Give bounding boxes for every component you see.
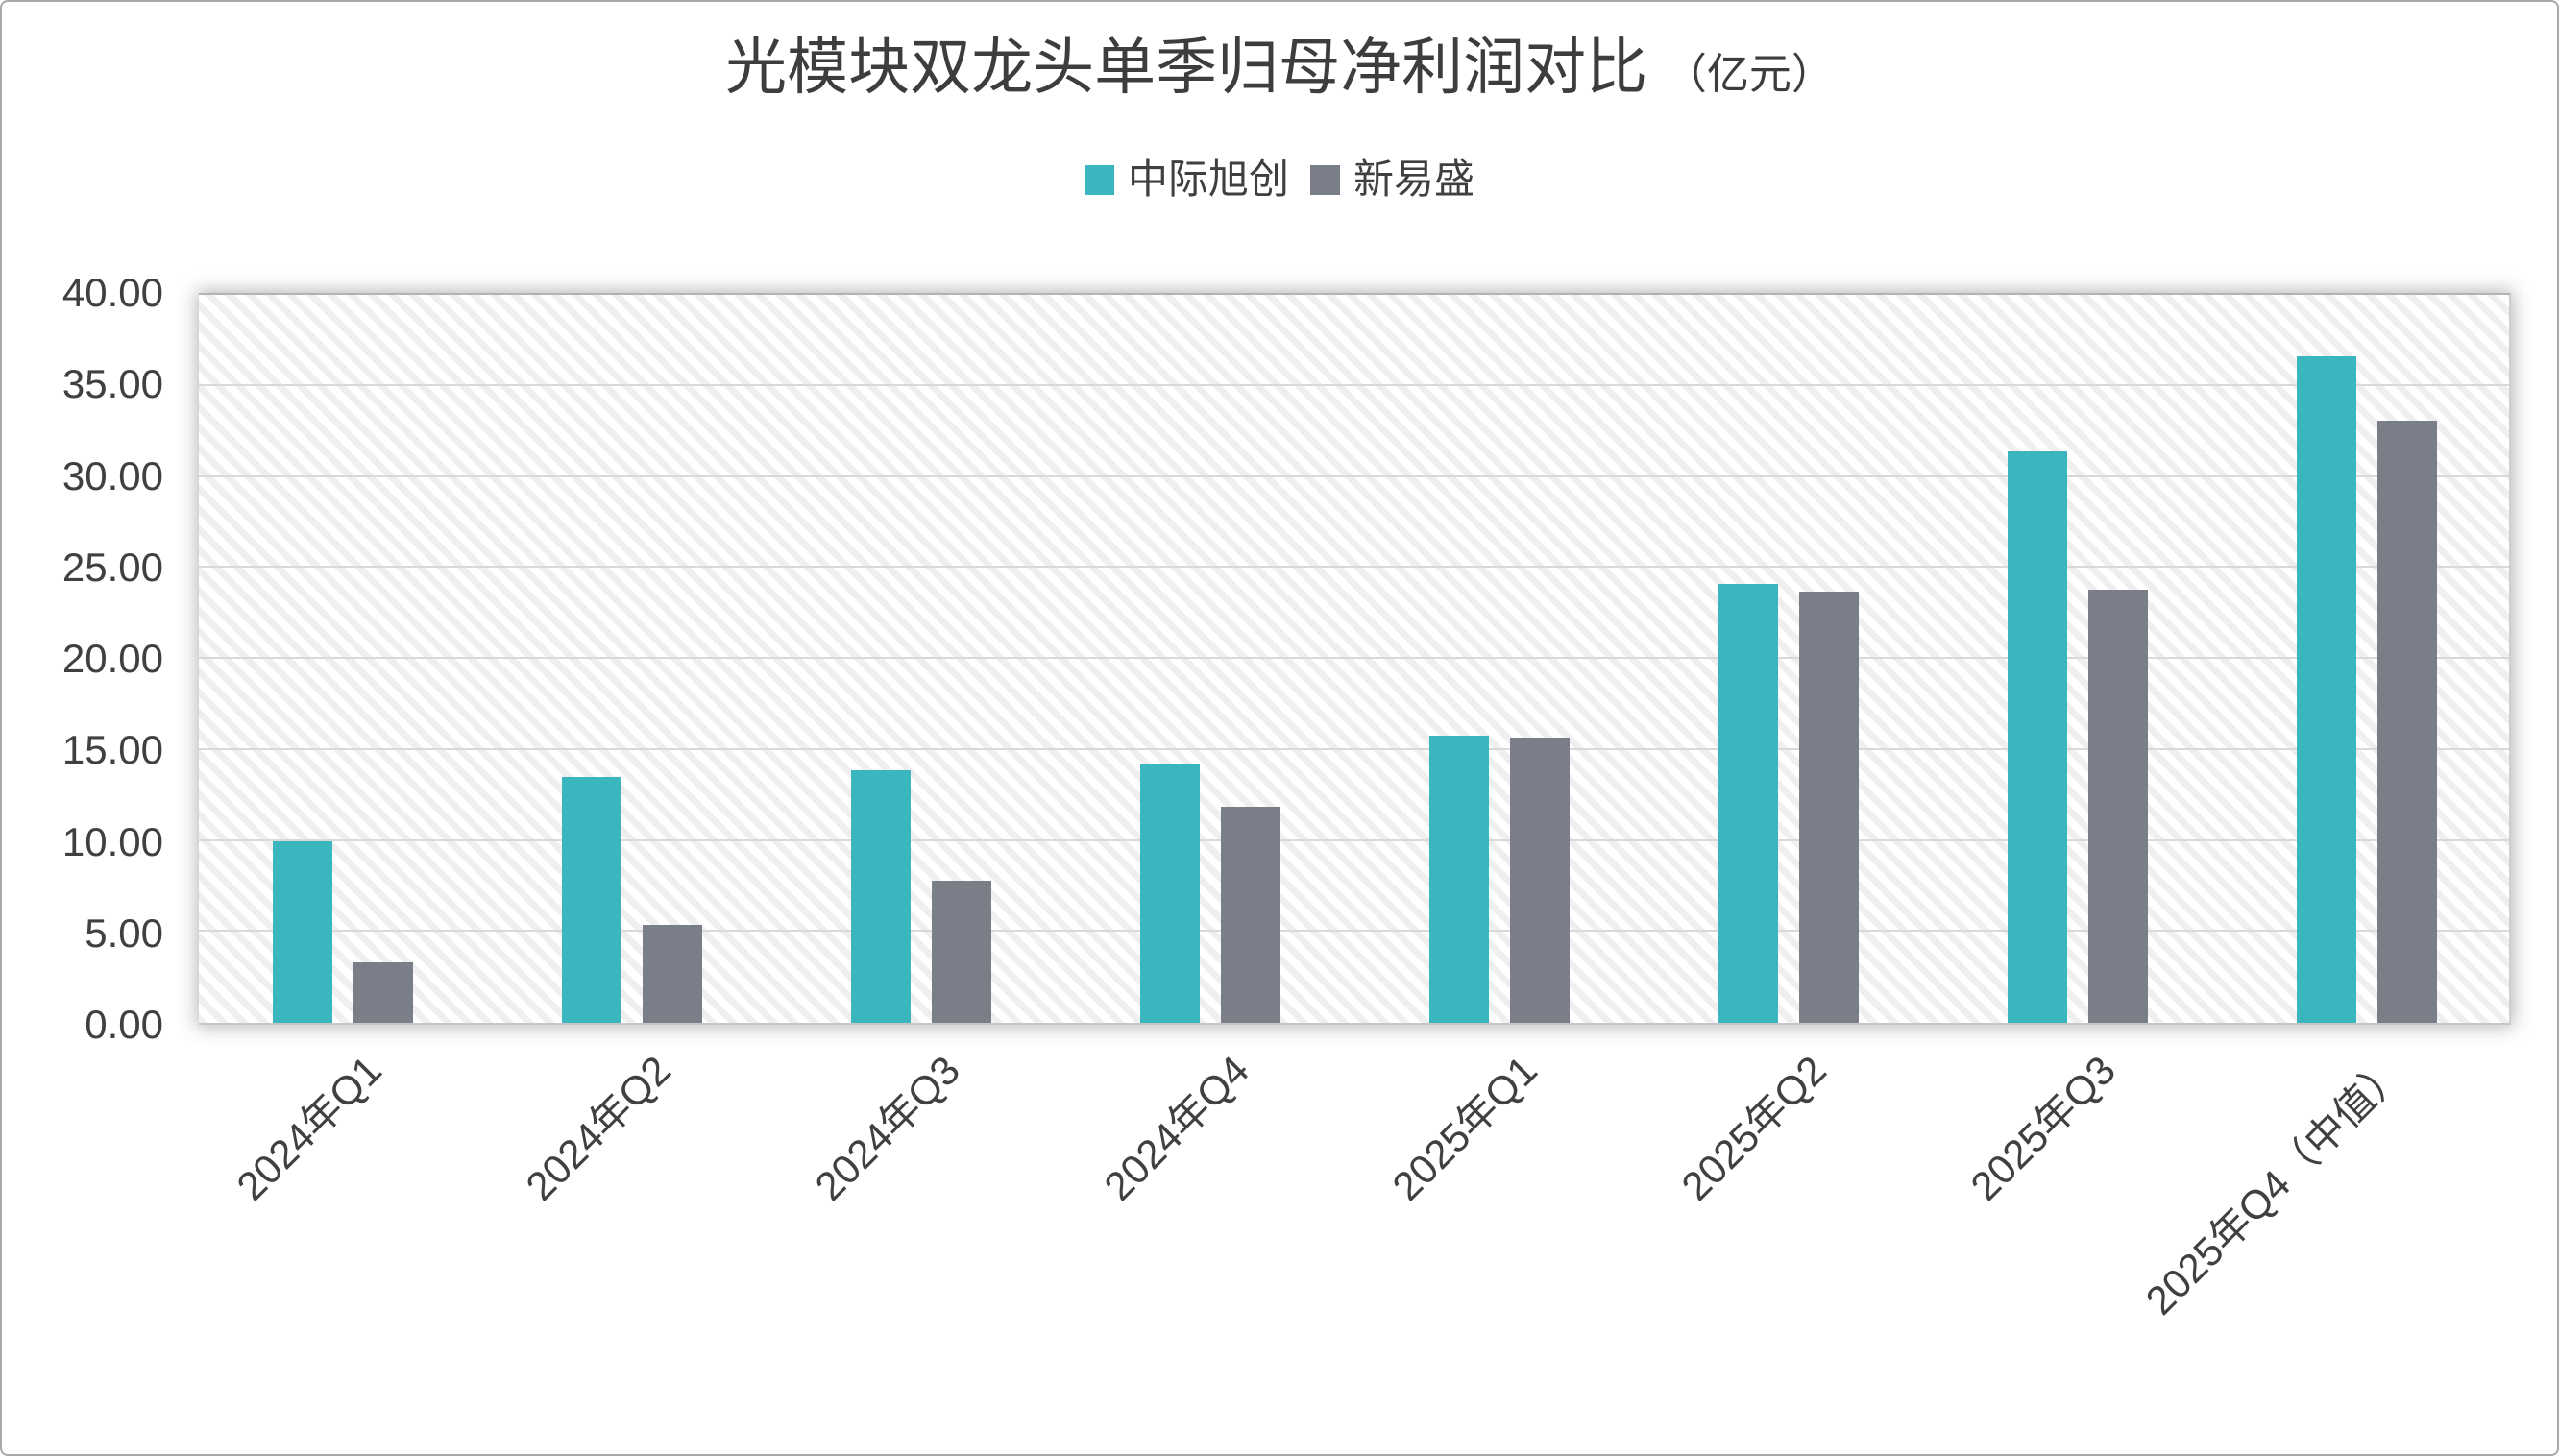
y-axis-tick-35.00: 35.00 (61, 361, 163, 407)
bar-中际旭创-2025年Q4（中值） (2296, 356, 2356, 1023)
bar-中际旭创-2024年Q2 (562, 777, 622, 1023)
x-axis-tick-2024年Q3: 2024年Q3 (806, 1047, 968, 1209)
bar-新易盛-2024年Q4 (1221, 806, 1281, 1023)
gridline-35 (199, 383, 2509, 386)
x-axis-tick-2024年Q2: 2024年Q2 (517, 1047, 679, 1209)
legend-label-series1: 中际旭创 (1127, 157, 1289, 202)
gridline-25 (199, 566, 2509, 569)
bar-中际旭创-2025年Q2 (1718, 584, 1778, 1023)
bar-中际旭创-2024年Q1 (273, 840, 333, 1023)
plot-area (199, 293, 2511, 1025)
y-axis-tick-40.00: 40.00 (61, 270, 163, 315)
gridline-5 (199, 930, 2509, 933)
gridline-30 (199, 474, 2509, 477)
y-axis-tick-5.00: 5.00 (85, 910, 163, 956)
bar-新易盛-2024年Q2 (643, 924, 703, 1023)
bar-新易盛-2025年Q1 (1509, 737, 1570, 1023)
legend-item-series1: 中际旭创 (1084, 157, 1289, 202)
chart-title-text: 光模块双龙头单季归母净利润对比 (725, 33, 1648, 102)
y-axis-tick-25.00: 25.00 (61, 544, 163, 590)
bar-新易盛-2024年Q3 (932, 881, 992, 1023)
x-axis-tick-2025年Q3: 2025年Q3 (1962, 1047, 2125, 1209)
gridline-20 (199, 657, 2509, 659)
x-axis-tick-2024年Q4: 2024年Q4 (1094, 1047, 1257, 1209)
gridline-10 (199, 838, 2509, 841)
gridline-15 (199, 747, 2509, 750)
bar-中际旭创-2025年Q3 (2007, 450, 2067, 1023)
legend-swatch-series1 (1084, 164, 1114, 195)
x-axis-tick-2025年Q2: 2025年Q2 (1672, 1047, 1836, 1209)
y-axis-tick-0.00: 0.00 (85, 1002, 163, 1047)
y-axis-tick-15.00: 15.00 (61, 727, 163, 773)
legend-item-series2: 新易盛 (1310, 159, 1474, 200)
x-axis-tick-2024年Q1: 2024年Q1 (228, 1047, 390, 1209)
y-axis-tick-20.00: 20.00 (61, 636, 163, 681)
bar-新易盛-2025年Q2 (1798, 591, 1859, 1023)
x-axis-tick-2025年Q4（中值）: 2025年Q4（中值） (2136, 1047, 2414, 1323)
legend: 中际旭创 新易盛 (2, 159, 2557, 200)
bar-新易盛-2025年Q4（中值） (2376, 420, 2437, 1023)
bar-新易盛-2024年Q1 (353, 962, 414, 1023)
legend-label-series2: 新易盛 (1353, 157, 1475, 202)
chart-title: 光模块双龙头单季归母净利润对比 （亿元） (2, 31, 2557, 111)
chart-title-unit: （亿元） (1664, 51, 1834, 98)
x-axis-tick-2025年Q1: 2025年Q1 (1383, 1047, 1547, 1209)
bar-中际旭创-2024年Q4 (1140, 764, 1201, 1023)
bar-中际旭创-2024年Q3 (851, 769, 912, 1023)
bar-中际旭创-2025年Q1 (1428, 735, 1489, 1023)
y-axis-tick-30.00: 30.00 (61, 452, 163, 498)
y-axis-tick-10.00: 10.00 (61, 818, 163, 864)
legend-swatch-series2 (1310, 164, 1340, 195)
bar-新易盛-2025年Q3 (2087, 590, 2148, 1023)
